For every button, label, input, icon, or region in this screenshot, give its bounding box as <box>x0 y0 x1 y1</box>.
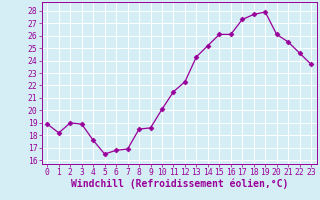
X-axis label: Windchill (Refroidissement éolien,°C): Windchill (Refroidissement éolien,°C) <box>70 179 288 189</box>
